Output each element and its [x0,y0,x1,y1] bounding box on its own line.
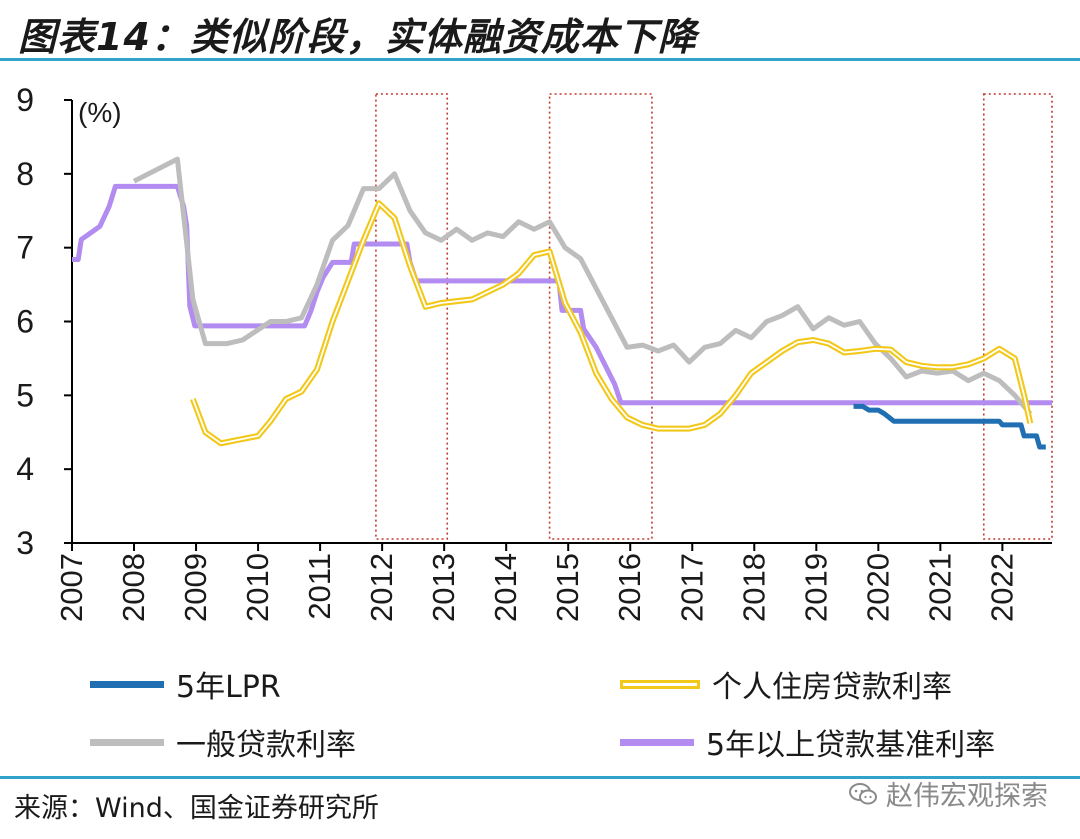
x-tick-label: 2007 [54,553,89,622]
line-chart: 3 4 5 6 7 8 9 (%) 2007 2008 2009 2010 2011 2012 2013 20… [16,82,1053,622]
legend-swatch-mortgage [620,679,700,689]
series-line-mortgage-inner [192,202,1032,445]
y-tick-label: 7 [16,230,34,266]
legend-item-benchmark: 5年以上贷款基准利率 [620,720,995,764]
watermark: 赵伟宏观探索 [848,774,1048,813]
chart-title: 图表14：类似阶段，实体融资成本下降 [18,15,697,59]
series-line-lpr [853,403,1046,450]
y-tick-label: 9 [16,82,34,118]
x-tick-label: 2022 [984,553,1019,622]
series-line-benchmark [72,183,1052,406]
legend-swatch-lpr [90,680,164,688]
x-tick-label: 2012 [364,553,399,622]
legend-swatch-general [90,738,164,746]
top-rule [0,58,1080,61]
x-tick-label: 2018 [736,553,771,622]
watermark-text: 赵伟宏观探索 [886,781,1048,812]
legend-item-lpr: 5年LPR [90,662,281,706]
x-tick-label: 2013 [426,553,461,622]
x-tick-label: 2009 [178,553,213,622]
y-tick-label: 8 [16,156,34,192]
x-tick-label: 2008 [116,553,151,622]
x-tick-label: 2015 [550,553,585,622]
x-tick-label: 2014 [488,553,523,622]
x-tick-label: 2010 [240,553,275,622]
legend-item-mortgage: 个人住房贷款利率 [620,662,952,706]
series-line-mortgage-outer [190,200,1034,447]
y-tick-label: 3 [16,525,34,561]
x-tick-label: 2019 [798,553,833,622]
legend-item-general: 一般贷款利率 [90,720,356,764]
highlight-box [982,93,1053,540]
legend-label-benchmark: 5年以上贷款基准利率 [706,728,996,763]
x-tick-label: 2020 [860,553,895,622]
legend-label-lpr: 5年LPR [176,670,281,705]
source-note: 来源：Wind、国金证券研究所 [14,793,379,824]
x-tick-label: 2017 [674,553,709,622]
y-tick-label: 5 [16,377,34,413]
x-tick-label: 2021 [922,553,957,622]
x-tick-label: 2016 [612,553,647,622]
y-tick-label: 6 [16,304,34,340]
wechat-icon [849,782,877,804]
highlight-box [548,93,653,540]
legend-label-mortgage: 个人住房贷款利率 [712,670,952,705]
bottom-rule [0,776,1080,779]
y-axis-label: (%) [78,97,122,128]
legend-swatch-benchmark [620,738,694,746]
y-tick-label: 4 [16,451,34,487]
series-line-general [132,156,1033,416]
x-tick-label: 2011 [302,553,337,620]
highlight-box [375,93,449,540]
legend-label-general: 一般贷款利率 [176,728,356,763]
